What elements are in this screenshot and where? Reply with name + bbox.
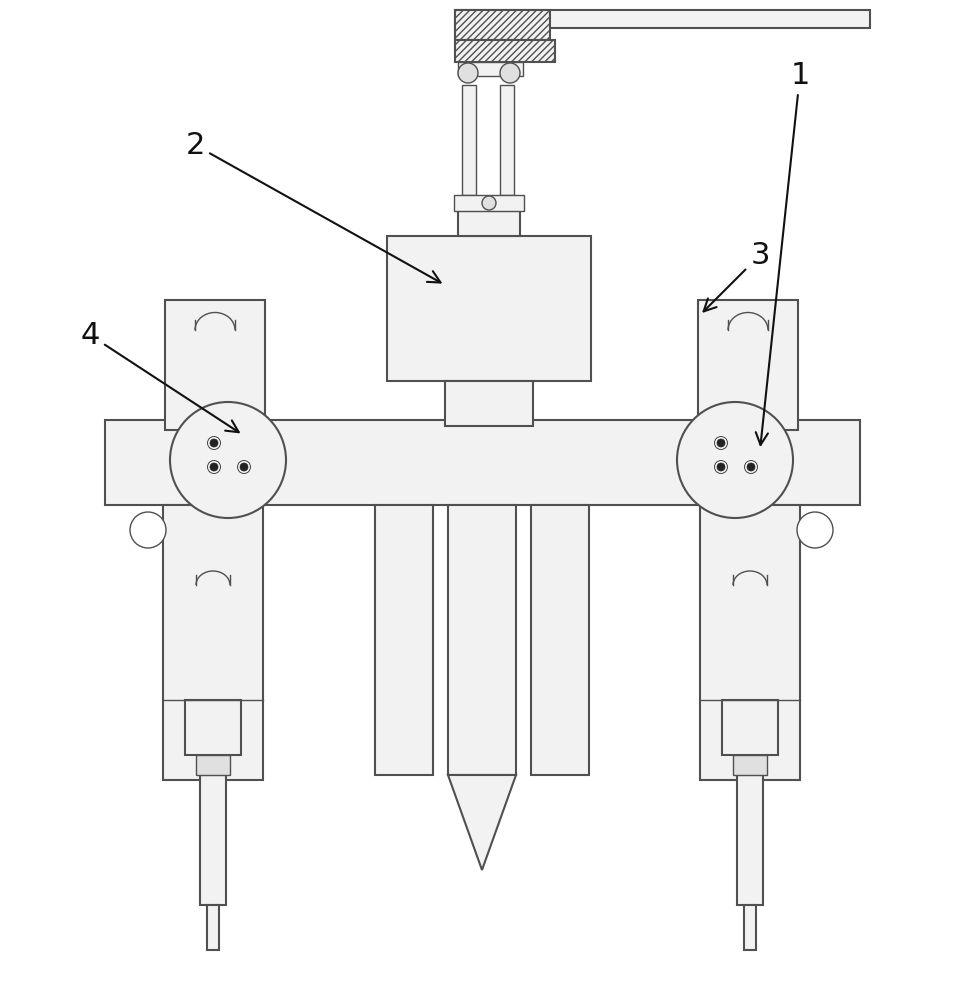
Circle shape	[170, 402, 286, 518]
Text: 3: 3	[704, 240, 769, 311]
Bar	[165, 300, 265, 430]
Bar	[737, 775, 763, 905]
Circle shape	[458, 63, 478, 83]
Bar	[455, 10, 550, 40]
Bar	[462, 85, 476, 195]
Circle shape	[482, 196, 496, 210]
Bar	[454, 195, 524, 211]
Bar	[163, 505, 263, 780]
Bar	[455, 40, 555, 62]
Circle shape	[210, 463, 218, 471]
Circle shape	[500, 63, 520, 83]
Bar	[387, 236, 591, 381]
Circle shape	[210, 439, 218, 447]
Bar	[531, 505, 589, 775]
Bar	[458, 211, 520, 236]
Circle shape	[130, 512, 166, 548]
Text: 2: 2	[185, 130, 440, 283]
Bar	[207, 905, 219, 950]
Bar	[722, 700, 778, 755]
Bar	[500, 85, 514, 195]
Bar	[185, 700, 241, 755]
Bar	[200, 775, 226, 905]
Circle shape	[717, 463, 725, 471]
Circle shape	[797, 512, 833, 548]
Bar	[455, 10, 870, 28]
Bar	[733, 755, 767, 775]
Bar	[196, 755, 230, 775]
Polygon shape	[448, 775, 516, 870]
Bar	[448, 505, 516, 775]
Circle shape	[747, 463, 755, 471]
Bar	[700, 505, 800, 780]
Circle shape	[240, 463, 248, 471]
Circle shape	[677, 402, 793, 518]
Bar	[445, 381, 533, 426]
Text: 4: 4	[80, 320, 239, 432]
Bar	[744, 905, 756, 950]
Bar	[458, 62, 523, 76]
Bar	[105, 420, 860, 505]
Text: 1: 1	[756, 60, 810, 445]
Circle shape	[717, 439, 725, 447]
Bar	[698, 300, 798, 430]
Bar	[375, 505, 433, 775]
